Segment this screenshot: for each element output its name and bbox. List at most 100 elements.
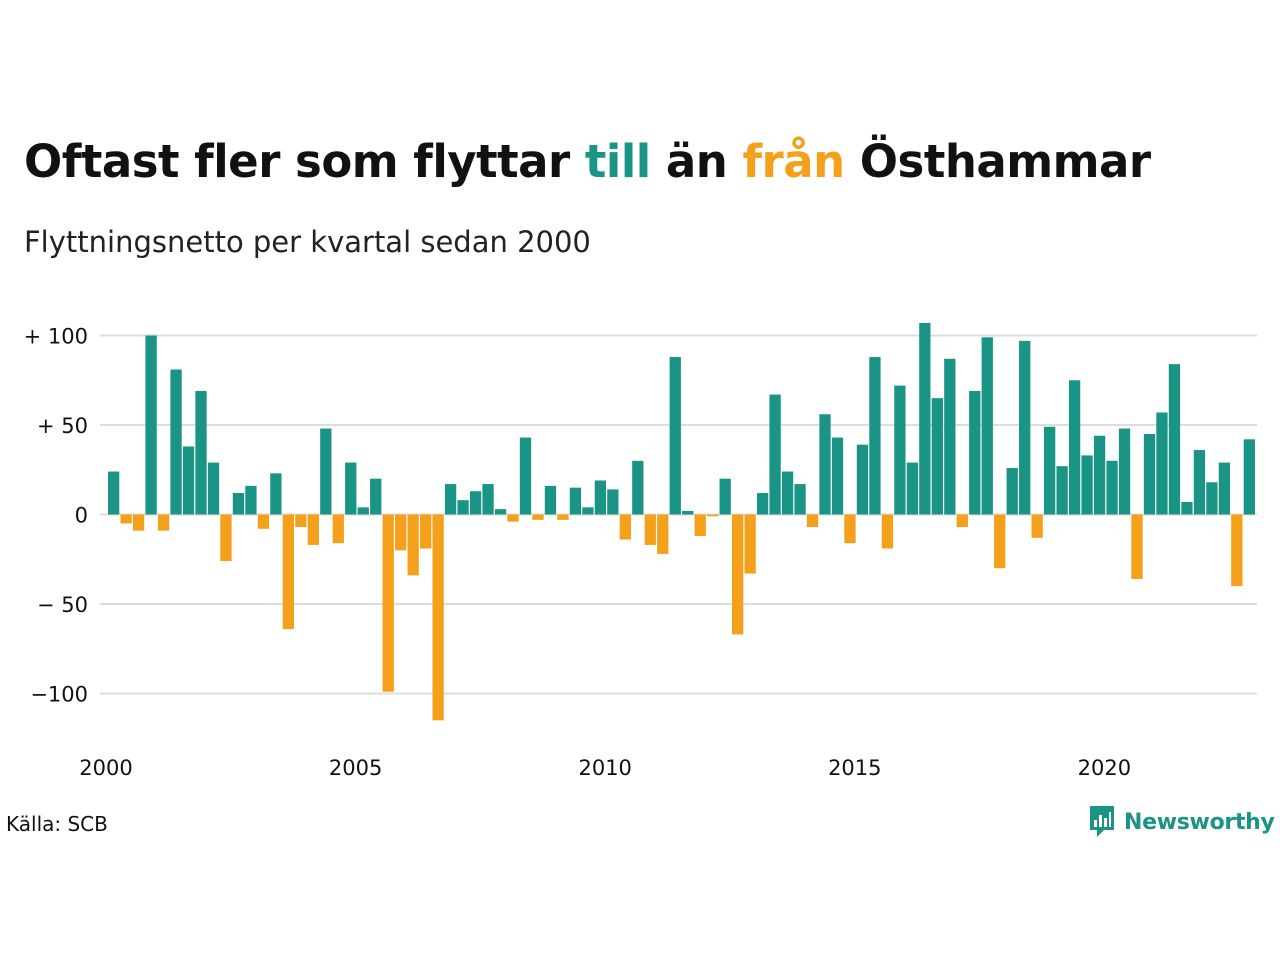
bar [819, 414, 831, 515]
bar [1006, 467, 1018, 515]
bar [457, 500, 469, 515]
y-tick-label: −100 [30, 683, 88, 707]
bar [469, 491, 482, 515]
bar [1019, 340, 1031, 515]
bar [732, 514, 744, 635]
bar [1131, 514, 1143, 579]
title-part-1: Oftast fler som flyttar [24, 135, 585, 188]
bar [420, 514, 432, 549]
bar [607, 489, 619, 515]
bar [707, 514, 719, 517]
bar [1031, 514, 1043, 538]
bar [382, 514, 394, 692]
bar [519, 437, 532, 515]
logo-text: Newsworthy [1124, 809, 1275, 835]
bar [557, 514, 569, 520]
bar [1206, 482, 1218, 515]
x-axis-labels: 2000 2005 2010 2015 2020 [79, 756, 1131, 780]
bar [407, 514, 419, 576]
bar [1118, 428, 1131, 515]
bar [357, 507, 369, 515]
bar [644, 514, 656, 545]
x-tick-label: 2015 [828, 756, 881, 780]
bar [170, 369, 182, 515]
bar [532, 514, 544, 520]
bar [1044, 426, 1056, 515]
bar [569, 487, 582, 515]
bar [132, 514, 145, 531]
bar [956, 514, 968, 528]
title-fran: från [742, 135, 845, 188]
newsworthy-logo: Newsworthy [1088, 804, 1275, 840]
bar [1193, 450, 1206, 515]
bar [682, 510, 694, 515]
bar [657, 514, 669, 554]
bar-chart-icon [1090, 806, 1114, 837]
bar [981, 337, 993, 515]
bar [1156, 412, 1168, 515]
bar [944, 358, 956, 515]
bar [1081, 455, 1093, 515]
bar [794, 484, 806, 515]
bar [245, 485, 257, 515]
bar [282, 514, 295, 630]
x-tick-label: 2020 [1078, 756, 1131, 780]
bar [1181, 501, 1193, 515]
bar [1243, 439, 1255, 515]
bar [931, 398, 943, 515]
chart-subtitle: Flyttningsnetto per kvartal sedan 2000 [24, 225, 591, 259]
bar [1056, 466, 1068, 515]
bar [1106, 460, 1118, 515]
bar-chart: + 100 + 50 0 − 50 −100 2000 2005 2010 2015 2020 [24, 322, 1257, 780]
bar [1218, 462, 1231, 515]
bar [781, 471, 794, 515]
bar [669, 356, 681, 515]
y-axis-labels: + 100 + 50 0 − 50 −100 [24, 325, 88, 707]
title-part-5: Östhammar [844, 135, 1151, 188]
bar [257, 514, 270, 529]
bar [1093, 435, 1106, 515]
bar [632, 460, 644, 515]
bar [694, 514, 706, 536]
bar [295, 514, 307, 528]
bar [108, 471, 120, 515]
bar [1143, 433, 1156, 515]
bar [432, 514, 444, 721]
bar [145, 335, 157, 515]
bar [1168, 364, 1181, 515]
title-part-3: än [650, 135, 743, 188]
bar [544, 485, 557, 515]
bar [831, 437, 844, 515]
bar [856, 444, 869, 515]
bar [120, 514, 132, 524]
bar [756, 493, 769, 515]
bar [345, 462, 357, 515]
bar [1068, 380, 1081, 515]
bar [157, 514, 170, 531]
bar [744, 514, 756, 574]
bar [482, 484, 494, 515]
bar [619, 514, 631, 540]
bar [320, 428, 332, 515]
y-tick-label: + 50 [37, 414, 88, 438]
bar [769, 394, 781, 515]
x-tick-label: 2010 [578, 756, 631, 780]
bar [994, 514, 1006, 569]
bar [719, 478, 731, 515]
bar [969, 390, 981, 515]
bar [444, 484, 457, 515]
bar [182, 446, 195, 515]
bar [1231, 514, 1243, 587]
bar [594, 480, 607, 515]
bar [232, 493, 245, 515]
bar [332, 514, 344, 544]
bar [507, 514, 519, 522]
x-tick-label: 2005 [329, 756, 382, 780]
bar [370, 478, 382, 515]
y-tick-label: − 50 [37, 593, 88, 617]
bar [881, 514, 894, 549]
bar [906, 462, 919, 515]
bars [108, 322, 1255, 721]
bar [207, 462, 220, 515]
y-tick-label: 0 [75, 504, 88, 528]
